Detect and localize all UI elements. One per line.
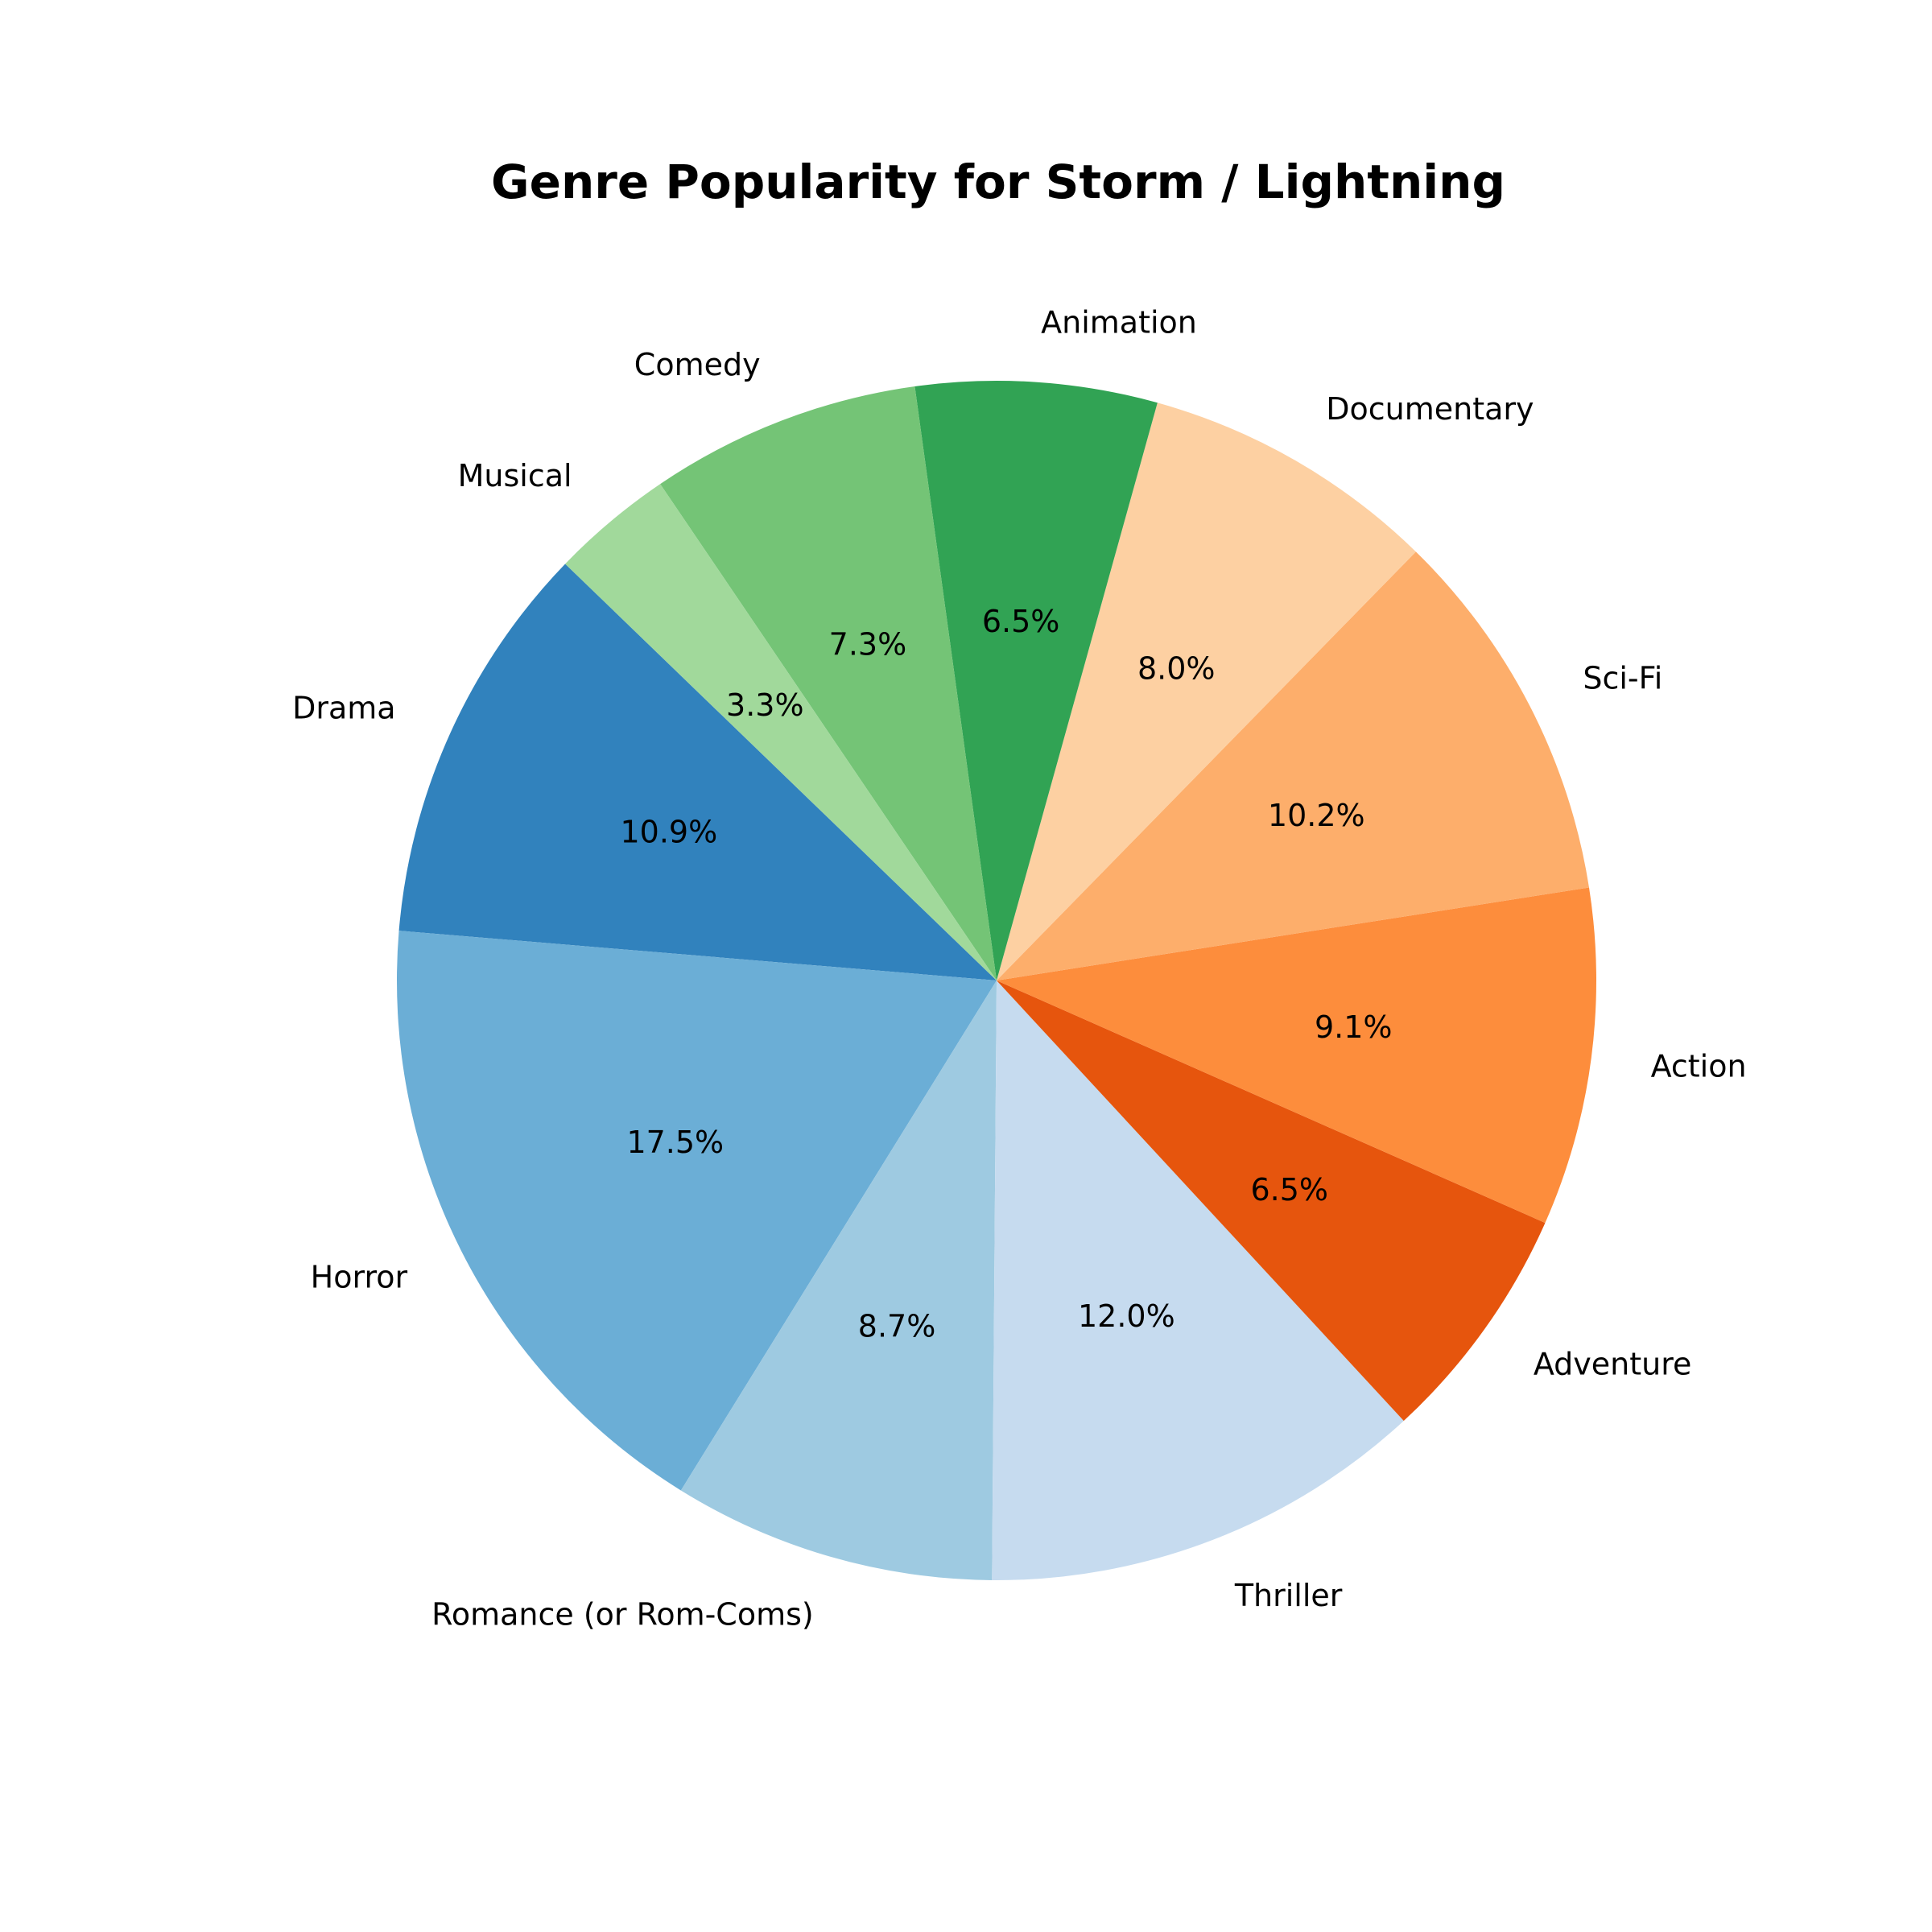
slice-label-sci-fi: Sci-Fi bbox=[1583, 660, 1662, 696]
slice-thriller bbox=[992, 980, 1404, 1580]
slice-adventure bbox=[997, 980, 1546, 1421]
slice-label-musical: Musical bbox=[458, 458, 572, 493]
slice-musical bbox=[565, 484, 997, 980]
percent-label-documentary: 8.0% bbox=[1137, 651, 1216, 687]
slice-action bbox=[997, 887, 1596, 1224]
slice-horror bbox=[397, 931, 997, 1491]
percent-label-romance-or-rom-coms: 8.7% bbox=[858, 1308, 936, 1344]
percent-label-thriller: 12.0% bbox=[1078, 1298, 1175, 1334]
slice-comedy bbox=[660, 386, 997, 980]
slice-romance-or-rom-coms bbox=[680, 980, 997, 1580]
pie-labels: 10.9% Drama 17.5% Horror 8.7% Romance (or Rom… bbox=[292, 304, 1746, 1632]
percent-label-action: 9.1% bbox=[1315, 1009, 1393, 1045]
percent-label-musical: 3.3% bbox=[726, 687, 804, 723]
slice-animation bbox=[914, 381, 1158, 980]
slice-label-action: Action bbox=[1651, 1048, 1747, 1084]
slice-label-adventure: Adventure bbox=[1534, 1346, 1692, 1381]
slice-documentary bbox=[997, 402, 1416, 980]
slice-label-romance-or-rom-coms: Romance (or Rom-Coms) bbox=[431, 1596, 814, 1632]
slice-label-comedy: Comedy bbox=[634, 347, 761, 382]
percent-label-horror: 17.5% bbox=[626, 1125, 724, 1160]
slice-label-horror: Horror bbox=[311, 1260, 408, 1295]
percent-label-adventure: 6.5% bbox=[1250, 1172, 1328, 1208]
slice-label-documentary: Documentary bbox=[1326, 391, 1534, 427]
slice-sci-fi bbox=[997, 551, 1589, 980]
percent-label-animation: 6.5% bbox=[982, 604, 1060, 639]
percent-label-drama: 10.9% bbox=[621, 814, 718, 849]
slice-label-animation: Animation bbox=[1041, 304, 1197, 340]
slice-label-drama: Drama bbox=[292, 691, 395, 726]
pie-slices bbox=[397, 381, 1596, 1580]
percent-label-sci-fi: 10.2% bbox=[1268, 798, 1365, 833]
slice-drama bbox=[398, 564, 997, 980]
chart-title: Genre Popularity for Storm / Lightning bbox=[491, 155, 1505, 209]
percent-label-comedy: 7.3% bbox=[829, 627, 907, 663]
slice-label-thriller: Thriller bbox=[1234, 1578, 1343, 1613]
